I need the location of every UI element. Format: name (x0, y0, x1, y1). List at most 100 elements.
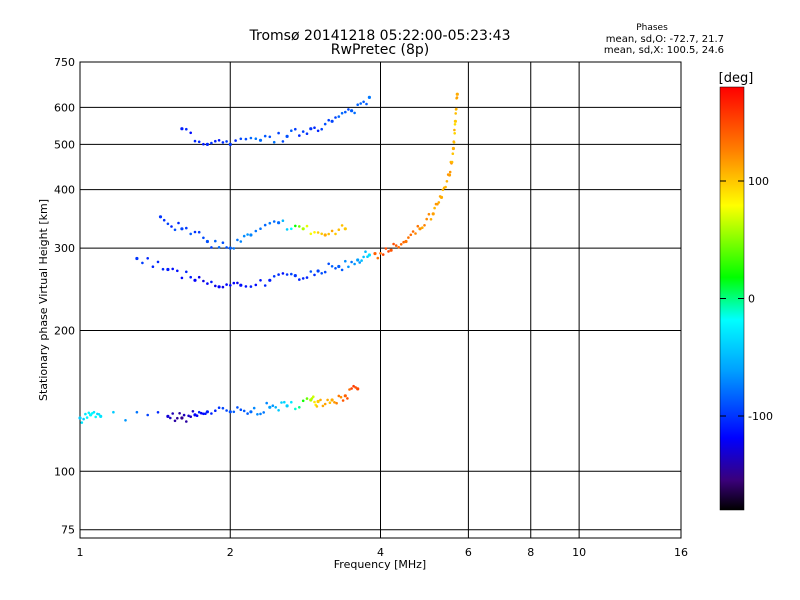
data-point (326, 398, 329, 402)
colorbar-tick-label: 100 (748, 175, 769, 188)
data-point (328, 401, 332, 405)
data-point (343, 227, 347, 231)
data-point (221, 141, 225, 144)
data-point (341, 399, 345, 402)
data-point (381, 253, 385, 256)
data-point (263, 223, 267, 227)
data-point (228, 410, 232, 414)
data-point (337, 228, 341, 231)
data-point (87, 411, 91, 415)
data-point (427, 212, 431, 216)
data-point (193, 413, 197, 417)
data-point (444, 185, 447, 189)
data-point (221, 406, 225, 410)
data-point (431, 212, 435, 216)
data-point (99, 414, 103, 418)
data-point (320, 272, 324, 275)
data-point (225, 246, 228, 249)
data-point (274, 406, 278, 409)
data-point (173, 419, 177, 423)
data-point (421, 226, 424, 229)
data-point (441, 188, 445, 192)
data-point (334, 232, 337, 236)
colorbar-label: [deg] (719, 71, 754, 86)
data-point (202, 142, 205, 146)
data-point (177, 221, 180, 225)
data-point (290, 129, 293, 132)
data-point (239, 283, 243, 287)
data-point (309, 127, 313, 131)
data-point (323, 402, 327, 406)
data-point (189, 415, 192, 419)
data-point (366, 255, 369, 258)
data-point (176, 269, 179, 273)
data-point (254, 229, 258, 233)
data-point (166, 414, 170, 418)
data-point (313, 400, 316, 404)
x-axis-label: Frequency [MHz] (334, 558, 426, 571)
data-point (200, 411, 203, 415)
data-point (450, 160, 454, 164)
data-point (290, 227, 293, 231)
data-point (290, 400, 293, 404)
data-point (92, 410, 96, 414)
data-point (180, 227, 184, 231)
data-point (202, 412, 205, 416)
data-point (309, 232, 313, 236)
data-point (244, 285, 248, 288)
data-point (205, 410, 209, 414)
stats-line-x: mean, sd,X: 100.5, 24.6 (604, 45, 724, 56)
data-point (185, 226, 188, 230)
data-point (180, 127, 184, 131)
data-point (236, 406, 239, 409)
data-point (80, 421, 84, 424)
data-point (189, 131, 192, 135)
data-point (185, 270, 188, 274)
data-point (330, 229, 334, 233)
y-tick-label: 100 (54, 465, 75, 478)
data-point (316, 129, 320, 133)
data-point (285, 404, 289, 408)
data-point (187, 414, 190, 418)
y-tick-label: 75 (61, 524, 75, 537)
data-point (350, 109, 354, 113)
data-point (436, 202, 439, 206)
data-point (414, 232, 417, 235)
data-point (316, 231, 320, 234)
data-point (271, 404, 275, 408)
data-point (425, 217, 429, 221)
data-point (158, 215, 163, 219)
data-point (394, 244, 398, 247)
data-point (217, 285, 221, 289)
data-point (330, 119, 334, 123)
data-point (294, 224, 297, 228)
data-point (315, 405, 319, 408)
data-point (320, 232, 324, 236)
data-point (350, 387, 353, 390)
data-point (319, 398, 322, 402)
data-point (316, 399, 320, 404)
data-point (182, 413, 186, 417)
data-point (161, 267, 165, 271)
data-point (367, 253, 371, 257)
data-point (362, 255, 365, 259)
data-point (272, 275, 276, 278)
data-point (343, 394, 347, 398)
data-point (333, 401, 336, 404)
colorbar-tick-label: -100 (748, 410, 773, 423)
data-point (283, 400, 286, 404)
x-tick-label: 2 (227, 546, 234, 559)
data-point (272, 220, 276, 223)
data-point (321, 404, 325, 408)
data-point (236, 281, 239, 285)
data-point (189, 232, 192, 236)
data-point (451, 146, 455, 151)
data-point (433, 206, 436, 210)
data-point (268, 405, 272, 409)
data-point (239, 240, 243, 243)
data-point (454, 112, 458, 115)
data-point (232, 247, 236, 250)
data-point (416, 224, 420, 228)
data-point (350, 260, 353, 264)
data-point (340, 224, 344, 227)
